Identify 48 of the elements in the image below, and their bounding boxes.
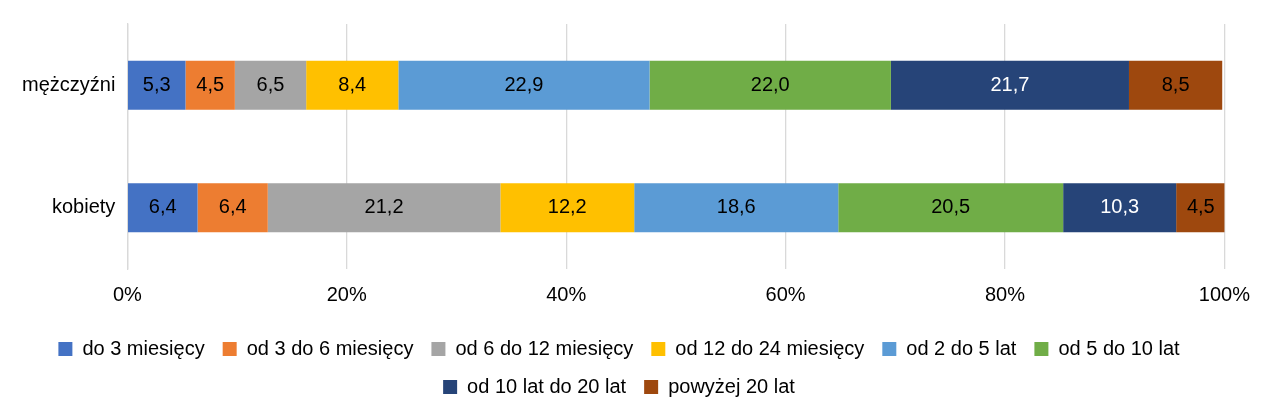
x-tick-label: 80% [984,282,1026,305]
bar [234,60,307,110]
legend-label: od 3 do 6 miesięcy [246,336,414,359]
bar [128,60,186,110]
data-label: 6,4 [218,195,247,218]
legend-label: od 2 do 5 lat [906,336,1017,359]
bar [1063,183,1177,233]
data-label: 4,5 [1186,195,1215,218]
data-label: 6,4 [148,195,177,218]
bar [197,183,268,233]
bar [500,183,635,233]
legend-label: od 5 do 10 lat [1058,336,1181,359]
bar [128,183,198,233]
data-label: 4,5 [196,72,225,95]
bar [890,60,1129,110]
bar [838,183,1064,233]
x-tick-label: 40% [546,282,587,305]
legend-label: od 6 do 12 miesięcy [455,336,634,359]
data-label: 8,4 [338,72,367,95]
legend-label: od 10 lat do 20 lat [467,374,627,397]
data-label: 12,2 [547,195,587,218]
legend-label: do 3 miesięcy [82,336,205,359]
data-label: 21,7 [990,72,1030,95]
data-label: 22,0 [750,72,790,95]
bar [306,60,399,110]
legend-label: od 12 do 24 miesięcy [675,336,865,359]
bar [1128,60,1223,110]
bar [649,60,891,110]
bar [634,183,839,233]
data-label: 20,5 [931,195,971,218]
data-label: 10,3 [1100,195,1140,218]
x-tick-label: 60% [765,282,806,305]
data-label: 6,5 [256,72,285,95]
y-tick-label: kobiety [51,195,116,218]
data-label: 5,3 [142,72,171,95]
x-tick-label: 20% [326,282,367,305]
x-tick-label: 100% [1198,282,1251,305]
bar [267,183,501,233]
bar [185,60,235,110]
legend-label: powyżej 20 lat [668,374,796,397]
bar [398,60,650,110]
x-tick-label: 0% [112,282,143,305]
data-label: 8,5 [1161,72,1190,95]
data-label: 21,2 [364,195,404,218]
data-label: 22,9 [504,72,544,95]
bar [1176,183,1225,233]
data-label: 18,6 [716,195,756,218]
y-tick-label: mężczyźni [21,72,116,95]
